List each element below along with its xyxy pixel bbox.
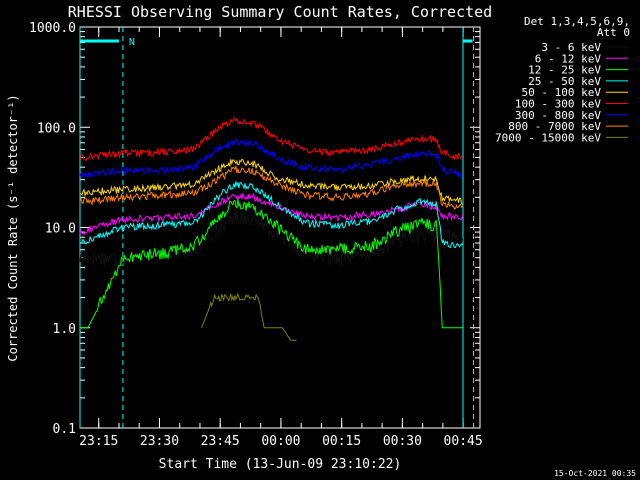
x-axis-ticks: 23:15 23:30 23:45 00:00 00:15 00:30 00:45 — [79, 27, 483, 449]
chart-title: RHESSI Observing Summary Count Rates, Co… — [68, 3, 492, 21]
x-tick-label: 23:30 — [140, 434, 179, 449]
time-markers: N — [79, 27, 475, 428]
legend-header: Att 0 — [597, 26, 630, 39]
legend-header: Det 1,3,4,5,6,9, — [524, 15, 630, 28]
legend-entry-label: 300 - 800 keV — [515, 109, 601, 122]
night-label: N — [129, 37, 135, 48]
x-axis-label: Start Time (13-Jun-09 23:10:22) — [159, 457, 402, 472]
legend-entry-label: 25 - 50 keV — [528, 75, 601, 88]
y-tick-label: 1.0 — [53, 322, 76, 337]
series-line — [201, 292, 297, 341]
legend-entry-label: 12 - 25 keV — [528, 64, 601, 77]
y-tick-label: 1000.0 — [29, 21, 76, 36]
legend-entry-label: 50 - 100 keV — [522, 86, 602, 99]
series-line — [79, 158, 463, 205]
legend-entry-label: 3 - 6 keV — [541, 41, 601, 54]
x-tick-label: 00:15 — [322, 434, 361, 449]
series-line — [80, 198, 463, 329]
x-tick-label: 00:30 — [383, 434, 422, 449]
series-line — [79, 164, 463, 210]
y-tick-label: 100.0 — [37, 121, 76, 136]
series-line — [79, 209, 464, 267]
x-tick-label: 00:00 — [261, 434, 300, 449]
y-axis-label: Corrected Count Rate (s⁻¹ detector⁻¹) — [6, 94, 20, 361]
series-line — [79, 181, 463, 249]
x-tick-label: 00:45 — [444, 434, 483, 449]
series-line — [79, 117, 463, 161]
footer-date: 15-Oct-2021 00:35 — [554, 469, 636, 478]
x-tick-label: 23:15 — [79, 434, 118, 449]
legend-entry-label: 800 - 7000 keV — [508, 120, 601, 133]
legend-entry-label: 100 - 300 keV — [515, 98, 601, 111]
series-lines — [79, 117, 464, 341]
legend-entry-label: 6 - 12 keV — [535, 52, 602, 65]
x-tick-label: 23:45 — [201, 434, 240, 449]
series-line — [79, 138, 463, 179]
y-tick-label: 10.0 — [45, 222, 76, 237]
y-tick-label: 0.1 — [53, 422, 76, 437]
legend-entry-label: 7000 - 15000 keV — [495, 131, 601, 144]
series-line — [79, 192, 464, 236]
